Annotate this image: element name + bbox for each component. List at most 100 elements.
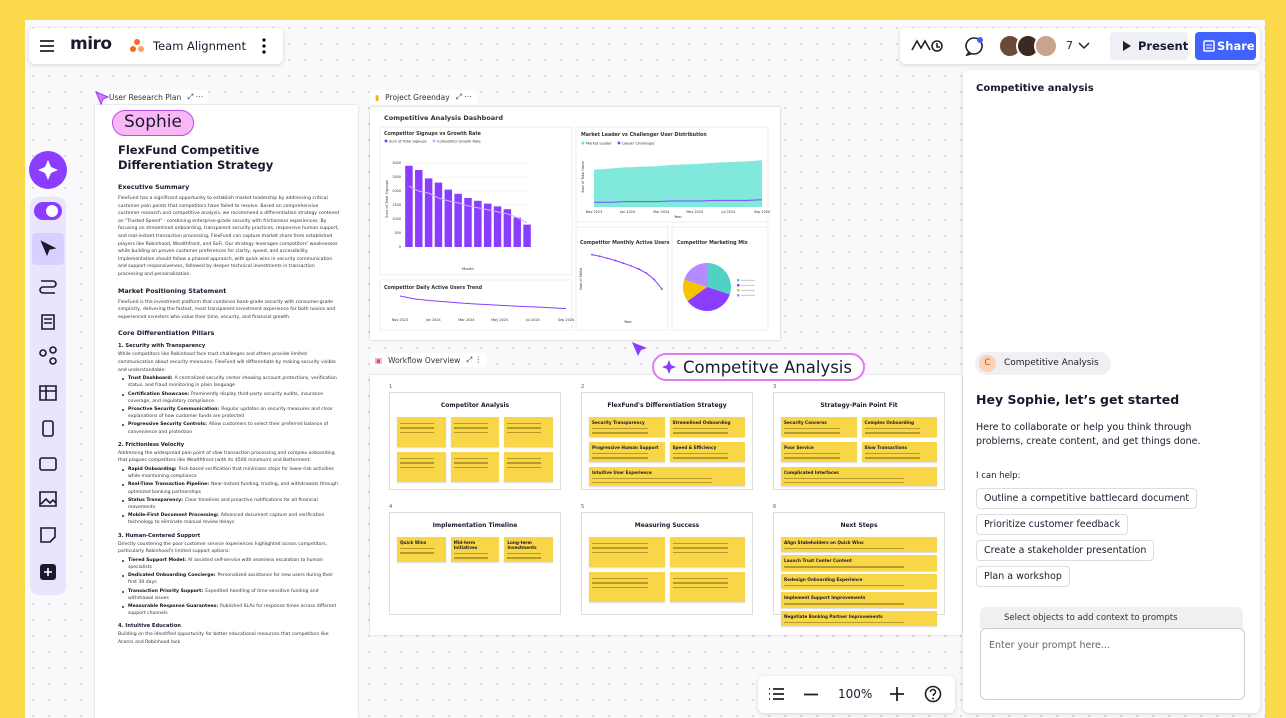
sparkle-icon xyxy=(662,360,676,374)
mau-point xyxy=(653,278,656,281)
legend-swatch xyxy=(737,294,740,297)
bullet-item: Progressive Security Controls: Allow cust… xyxy=(118,421,340,435)
y-axis-label: Sum of Total Users xyxy=(581,161,585,193)
workflow-tab[interactable]: ▣ Workflow Overview ⤢ ⋮ xyxy=(370,353,488,367)
context-chip[interactable] xyxy=(975,352,1111,375)
sticky-line xyxy=(672,547,729,549)
sticky-note: Redesign Onboarding Experience xyxy=(781,573,937,590)
legend-label: Competitor Growth Rate xyxy=(437,140,482,144)
bullet-text: Regular updates on security measures and… xyxy=(128,406,333,420)
sticky-line xyxy=(864,457,921,459)
x-tick-label: Sep 2024 xyxy=(558,318,574,322)
sticky-grid: Align Stakeholders on Quick Wins Launch T… xyxy=(781,537,937,626)
bar xyxy=(503,209,512,247)
sticky-line xyxy=(592,547,648,549)
suggestion-button[interactable]: Create a stakeholder presentation xyxy=(976,540,1155,561)
sticky-line xyxy=(453,462,488,464)
paragraph: FlexFund is the investment platform that… xyxy=(118,299,336,320)
suggestion-button[interactable]: Prioritize customer feedback xyxy=(976,514,1129,535)
avatars[interactable] xyxy=(998,34,1060,58)
bar xyxy=(483,203,492,247)
challenger-line xyxy=(594,199,763,203)
dashboard-title: Competitive Analysis Dashboard xyxy=(384,114,503,122)
workflow-card: Strategy-Pain Point Fit Security Concerns… xyxy=(773,392,945,490)
card-number: 3 xyxy=(773,384,777,390)
workflow-frame: 1 Competitor Analysis 2 FlexFund's Differen… xyxy=(370,375,962,635)
bullet-text: Risk-based verification that minimizes s… xyxy=(128,466,334,480)
bullet-text: Published SLAs for response times across… xyxy=(128,603,337,617)
mau-point xyxy=(598,255,601,258)
sticky-line xyxy=(672,452,729,455)
doc-tab[interactable]: User Research Plan ⤢ ⋯ xyxy=(104,90,209,104)
panel-title[interactable]: Competitive analysis xyxy=(976,83,1094,94)
legend-swatch xyxy=(737,284,740,287)
mau-point xyxy=(614,259,617,262)
tool-icons[interactable] xyxy=(32,233,64,543)
paragraph: Building on the identified opportunity f… xyxy=(118,632,329,645)
bullet-text: Near-instant funding, trading, and withd… xyxy=(128,482,338,495)
sticky-line xyxy=(784,432,840,434)
card-number: 1 xyxy=(389,384,393,390)
list-icon[interactable] xyxy=(768,687,784,701)
zoom-level[interactable]: 100% xyxy=(838,687,873,701)
sticky-note: Quick Wins xyxy=(397,537,446,562)
zoom-in[interactable] xyxy=(890,687,904,701)
bullet-item: Trust Dashboard: A centralized security c… xyxy=(118,375,340,389)
dashboard-icon: ▮ xyxy=(375,92,380,102)
workflow-card: Competitor Analysis xyxy=(389,392,561,490)
chart-panel xyxy=(379,279,573,331)
prompt-box[interactable] xyxy=(980,628,1245,700)
collaborator-count[interactable]: 7 xyxy=(1066,39,1073,52)
share-icon xyxy=(1203,40,1215,52)
menu-icon[interactable] xyxy=(39,38,55,54)
cursor-arrow xyxy=(95,91,110,106)
sticky-note: Security Concerns xyxy=(781,417,857,437)
bullet-item: Transaction Priority Support: Expedited h… xyxy=(118,588,340,602)
sticky-line xyxy=(453,423,488,425)
sticky-line xyxy=(864,428,921,430)
legend-swatch xyxy=(737,279,740,282)
chip-avatar: C xyxy=(979,355,996,372)
sticky-line xyxy=(592,543,648,545)
sticky-note: Speed & Efficiency xyxy=(669,441,745,462)
x-tick-label: Nov 2023 xyxy=(392,318,408,322)
x-tick-label: Sep 2024 xyxy=(754,210,770,214)
sticky-line xyxy=(400,423,435,425)
suggestion-button[interactable]: Outline a competitive battlecard documen… xyxy=(976,488,1198,509)
bar xyxy=(474,200,482,247)
dashboard-tab[interactable]: ▮ Project Greenday ⤢ ⋯ xyxy=(370,90,477,104)
sticky-title: Complex Onboarding xyxy=(864,420,914,425)
doc-tab-label: User Research Plan xyxy=(109,92,182,102)
bar xyxy=(513,217,521,247)
bar xyxy=(493,206,502,247)
chart-title: Competitor Signups vs Growth Rate xyxy=(384,131,482,137)
board-name[interactable]: Team Alignment xyxy=(153,39,246,53)
suggestion-button[interactable]: Plan a workshop xyxy=(976,566,1070,587)
tab-icons: ⤢ ⋮ xyxy=(466,355,483,364)
help-icon[interactable] xyxy=(924,685,942,703)
share-button[interactable]: Share xyxy=(1195,32,1256,60)
card-number: 6 xyxy=(773,504,777,510)
board-toolbar: miro Team Alignment xyxy=(29,28,283,64)
bar xyxy=(464,198,472,247)
sticky-note xyxy=(669,572,745,602)
sticky-line xyxy=(864,432,921,434)
y-tick-label: 1500 xyxy=(392,203,401,207)
sticky-line xyxy=(507,427,542,429)
sticky-note xyxy=(669,537,745,567)
zoom-out[interactable] xyxy=(804,693,818,696)
dashboard: Competitive Analysis Dashboard Competitor… xyxy=(370,107,780,340)
chip-label: Competitive Analysis xyxy=(1004,358,1099,368)
logo: miro xyxy=(70,34,112,54)
sticky-line xyxy=(592,582,648,584)
card-number: 2 xyxy=(581,384,585,390)
reactions-icon[interactable] xyxy=(910,36,948,56)
legend-label: Sum of Total Signups xyxy=(389,140,427,144)
y-tick-label: 3000 xyxy=(392,161,401,165)
more-icon[interactable] xyxy=(259,37,269,55)
chat-icon[interactable] xyxy=(964,36,984,56)
card-title: Competitor Analysis xyxy=(440,402,510,409)
bullet-item: Rapid Onboarding: Risk-based verification… xyxy=(118,466,340,480)
bullet-lead: Rapid Onboarding: xyxy=(128,466,177,472)
